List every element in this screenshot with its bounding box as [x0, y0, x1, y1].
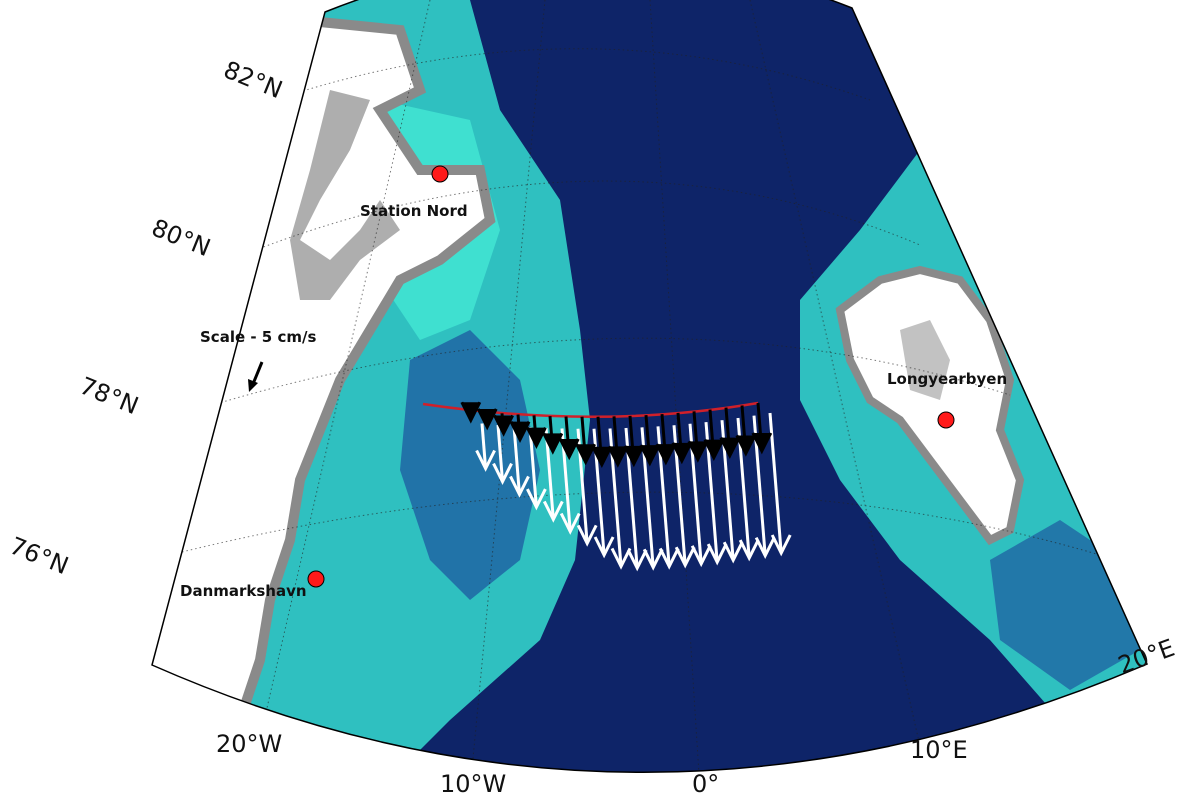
current-arrows [460, 401, 792, 572]
black-current-arrow [655, 414, 677, 466]
black-current-arrow [751, 402, 773, 455]
white-current-arrow [768, 412, 792, 557]
black-current-arrow [542, 415, 564, 455]
black-current-arrow [735, 405, 757, 457]
black-current-arrow [623, 415, 645, 468]
white-current-arrow [475, 423, 496, 472]
danmarkshavn-label: Danmarkshavn [180, 582, 307, 600]
white-current-arrow [526, 427, 547, 511]
greenland-relief [290, 90, 400, 300]
lat-label-78n: 78°N [76, 372, 143, 421]
black-current-arrow [671, 412, 693, 465]
lon-label-20w: 20°W [216, 730, 282, 758]
black-current-arrow [493, 413, 514, 437]
black-current-arrow [558, 416, 580, 461]
lon-label-10w: 10°W [440, 770, 506, 798]
lat-label-82n: 82°N [220, 56, 287, 105]
svalbard-land [835, 265, 1025, 546]
station-nord-marker [431, 165, 449, 183]
map-frame [151, 0, 1148, 773]
lon-label-0: 0° [692, 770, 719, 798]
black-current-arrow [591, 416, 613, 469]
black-current-arrow [575, 416, 596, 466]
greenland-shelf-mid [400, 330, 540, 600]
black-current-arrow [476, 408, 498, 431]
scale-label: Scale - 5 cm/s [200, 328, 316, 346]
white-current-arrow [509, 426, 530, 498]
black-current-arrow [703, 409, 725, 462]
black-current-arrow [687, 411, 709, 463]
black-current-arrow [719, 407, 741, 460]
black-current-arrow [526, 415, 547, 450]
black-current-arrow [639, 415, 661, 467]
lat-label-80n: 80°N [148, 214, 215, 263]
black-current-arrow [509, 414, 531, 444]
lat-label-76n: 76°N [6, 532, 73, 581]
station-nord-label: Station Nord [360, 202, 468, 220]
black-current-arrow [460, 401, 482, 424]
white-current-arrow [492, 424, 513, 485]
graticule [152, 0, 1101, 773]
black-current-arrow [607, 416, 629, 468]
scale-arrow [248, 361, 264, 392]
svalbard-relief [900, 320, 950, 400]
lon-label-10e: 10°E [910, 736, 968, 764]
longyearbyen-label: Longyearbyen [887, 370, 1007, 388]
longyearbyen-marker [937, 411, 955, 429]
danmarkshavn-marker [307, 570, 325, 588]
